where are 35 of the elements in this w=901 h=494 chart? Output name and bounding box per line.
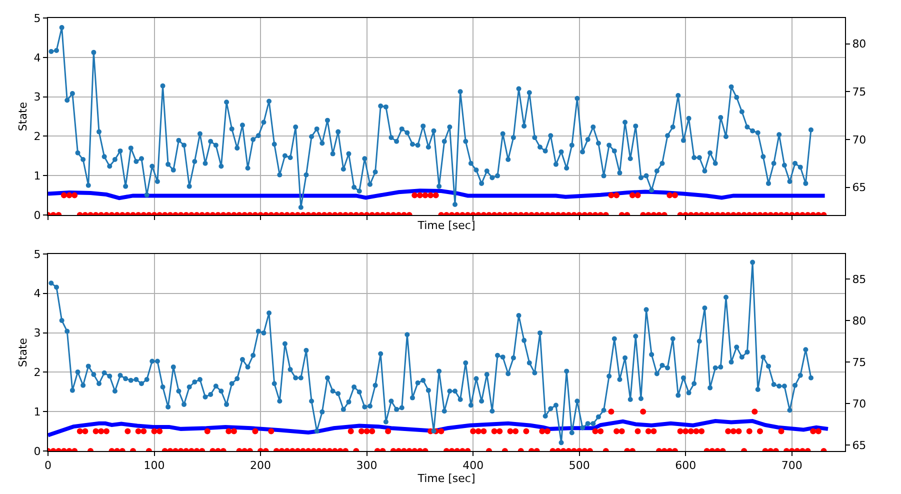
y-tick-label: 2 <box>34 366 41 380</box>
x-tick-label: 700 <box>781 459 802 472</box>
y2-tick-label: 80 <box>852 314 866 328</box>
x-tick-label: 400 <box>462 459 484 472</box>
x-tick-label: 100 <box>144 459 165 472</box>
y-tick-label: 3 <box>34 90 41 104</box>
y-tick-label: 4 <box>34 287 41 300</box>
y2-tick-label: 75 <box>852 85 866 98</box>
y-tick-label: 0 <box>34 208 41 222</box>
y2-tick-label: 75 <box>852 356 866 369</box>
y2-tick-label: 70 <box>852 397 866 410</box>
y-tick-label: 4 <box>34 51 41 64</box>
y-axis-title: State <box>16 338 30 368</box>
line-series <box>48 188 827 200</box>
y-tick-label: 5 <box>34 12 41 25</box>
y2-tick-label: 70 <box>852 133 866 146</box>
x-tick-label: 300 <box>356 459 378 472</box>
x-axis-title: Time [sec] <box>416 472 476 486</box>
y-tick-label: 0 <box>34 444 41 458</box>
x-tick-label: 200 <box>250 459 272 472</box>
y-tick-label: 3 <box>34 326 41 340</box>
y2-tick-label: 85 <box>852 272 866 286</box>
y-tick-label: 5 <box>34 248 41 261</box>
y-tick-label: 1 <box>34 405 41 418</box>
x-axis-title: Time [sec] <box>416 219 476 232</box>
y2-tick-label: 80 <box>852 38 866 51</box>
y2-tick-label: 65 <box>852 439 866 452</box>
x-tick-label: 500 <box>568 459 590 472</box>
line-series <box>48 419 830 438</box>
y-tick-label: 1 <box>34 169 41 182</box>
y-tick-label: 2 <box>34 130 41 144</box>
x-tick-label: 0 <box>44 459 52 472</box>
y2-tick-label: 65 <box>852 181 866 194</box>
x-tick-label: 600 <box>675 459 696 472</box>
y-axis-title: State <box>16 102 30 132</box>
